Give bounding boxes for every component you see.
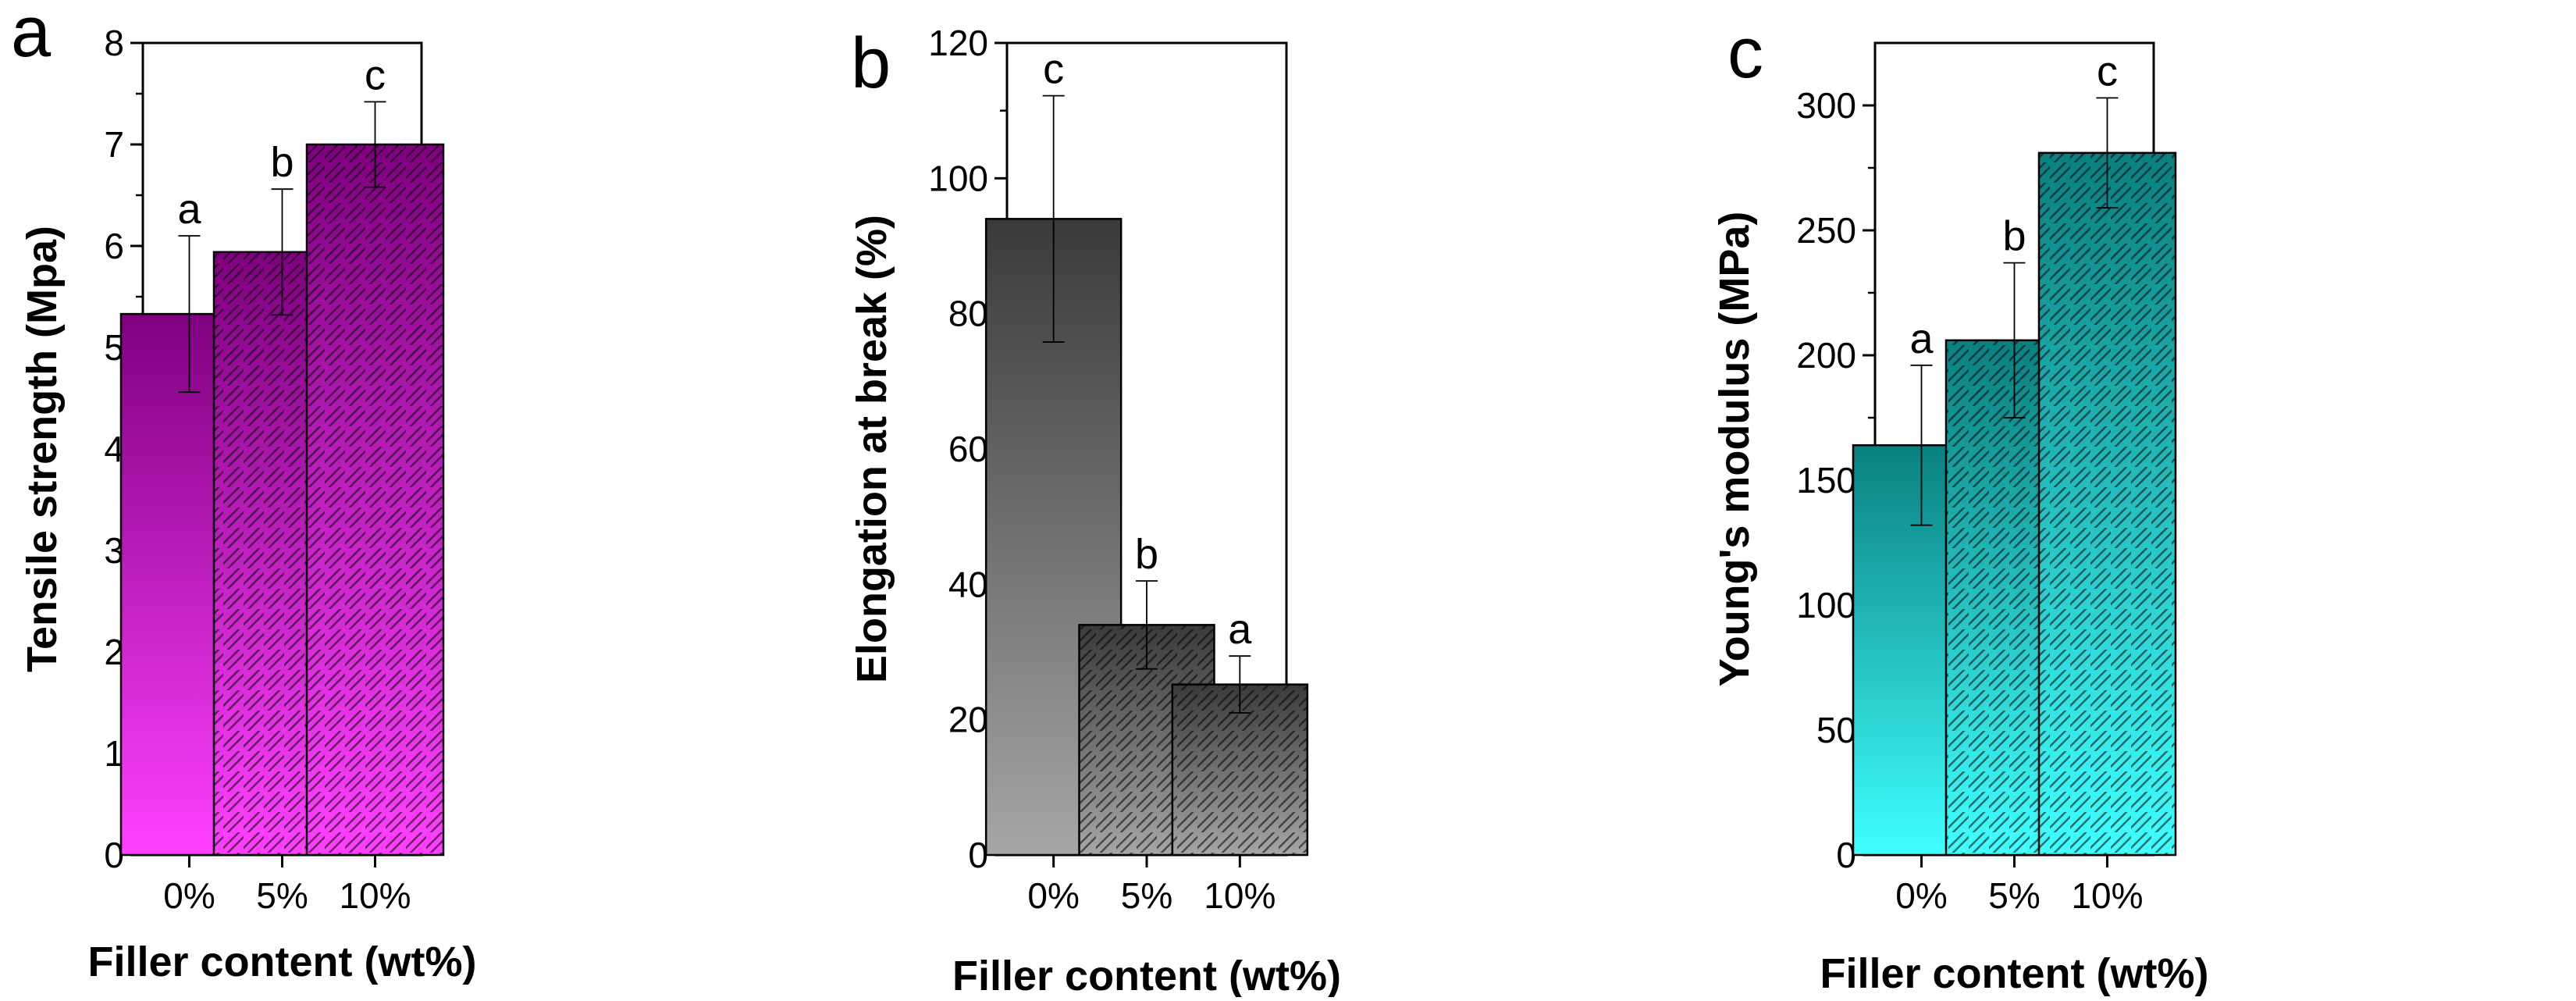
y-tick-label: 20: [948, 700, 988, 740]
y-tick-label: 50: [1816, 710, 1856, 750]
y-tick-label: 0: [968, 835, 988, 875]
significance-label: c: [2097, 48, 2118, 94]
panel-letter: b: [851, 23, 891, 103]
significance-label: a: [177, 186, 201, 233]
significance-label: b: [1135, 531, 1158, 578]
y-tick-label: 80: [948, 294, 988, 334]
panel-letter: c: [1727, 13, 1763, 93]
significance-label: c: [1043, 46, 1064, 93]
significance-label: a: [1228, 606, 1252, 653]
y-tick-label: 120: [928, 23, 988, 63]
y-tick-label: 6: [104, 226, 124, 266]
panel-b: 0 20 40 60 80 100 120 c 0% b 5% a 10% Filler content …: [849, 23, 1341, 999]
x-axis-title: Filler content (wt%): [88, 939, 477, 985]
significance-label: a: [1909, 315, 1934, 362]
x-tick-label: 0%: [1895, 875, 1947, 916]
y-tick-label: 250: [1796, 210, 1856, 251]
x-tick-label: 10%: [2071, 875, 2143, 916]
significance-label: b: [2002, 213, 2026, 260]
y-tick-label: 200: [1796, 335, 1856, 376]
x-axis-title: Filler content (wt%): [952, 953, 1341, 997]
bar-hatch: [2039, 152, 2176, 856]
panel-letter: a: [11, 0, 52, 72]
x-tick-label: 5%: [1988, 875, 2040, 916]
x-tick-label: 10%: [339, 875, 411, 916]
x-tick-label: 5%: [256, 875, 308, 916]
significance-label: c: [365, 52, 386, 98]
y-axis-title: Young's modulus (MPa): [1711, 212, 1758, 687]
y-axis-title: Tensile strength (Mpa): [19, 226, 66, 672]
x-tick-label: 10%: [1204, 875, 1276, 916]
y-axis-title: Elongation at break (%): [849, 215, 895, 683]
y-tick-label: 40: [948, 564, 988, 604]
y-tick-label: 60: [948, 429, 988, 469]
x-tick-label: 5%: [1121, 875, 1172, 916]
y-tick-label: 300: [1796, 85, 1856, 126]
x-tick-label: 0%: [163, 875, 215, 916]
y-tick-label: 150: [1796, 460, 1856, 500]
x-axis-title: Filler content (wt%): [1820, 950, 2209, 997]
y-tick-label: 100: [1796, 585, 1856, 625]
y-tick-label: 8: [104, 23, 124, 63]
y-tick-label: 7: [104, 124, 124, 165]
bar-hatch: [307, 144, 443, 855]
significance-label: b: [270, 139, 294, 186]
y-tick-label: 100: [928, 158, 988, 198]
x-tick-label: 0%: [1027, 875, 1079, 916]
